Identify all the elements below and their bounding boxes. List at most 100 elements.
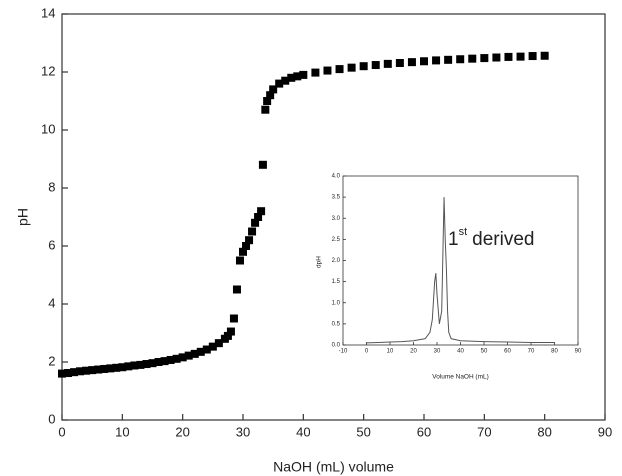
data-point (100, 364, 109, 373)
data-point (208, 342, 217, 351)
data-point (248, 227, 257, 236)
data-point (504, 52, 513, 61)
data-point (76, 367, 85, 376)
y-tick-label: 3.0 (332, 216, 341, 222)
y-tick-label: 4 (48, 295, 55, 310)
data-point (420, 57, 428, 66)
x-tick-label: 40 (457, 349, 464, 355)
y-tick-label: 3.5 (332, 195, 341, 201)
y-tick-label: 10 (41, 121, 55, 136)
data-point (266, 91, 275, 100)
data-point (118, 363, 127, 372)
x-tick-label: 0 (365, 349, 369, 355)
data-point (254, 213, 263, 221)
data-point (190, 349, 199, 358)
data-point (261, 105, 270, 114)
data-point (58, 369, 66, 378)
y-tick-label: 1.0 (332, 300, 341, 306)
x-tick-label: 60 (504, 349, 511, 355)
data-point (214, 339, 223, 348)
y-tick-label: 0.5 (332, 321, 341, 327)
y-tick-label: 6 (48, 237, 55, 252)
x-tick-label: -10 (339, 349, 348, 355)
data-point (456, 55, 465, 64)
data-point (239, 247, 247, 256)
y-tick-label: 14 (41, 5, 55, 20)
x-tick-label: 20 (175, 424, 189, 439)
data-point (229, 314, 238, 323)
data-point (516, 52, 525, 61)
y-tick-label: 2.5 (332, 237, 341, 243)
annotation: 1st derived (448, 226, 534, 250)
data-point (263, 97, 272, 105)
data-point (184, 351, 193, 360)
y-tick-label: 12 (41, 63, 55, 78)
x-tick-label: 30 (236, 424, 250, 439)
x-tick-label: 60 (417, 424, 431, 439)
annotation-text: derived (472, 229, 534, 250)
x-tick-label: 90 (598, 424, 612, 439)
x-tick-label: 80 (537, 424, 551, 439)
y-axis-label: dpH (316, 256, 323, 268)
data-point (444, 55, 453, 64)
data-point (311, 68, 320, 77)
data-point (359, 62, 368, 71)
x-tick-label: 50 (356, 424, 370, 439)
data-point (160, 357, 169, 366)
data-point (480, 54, 489, 63)
data-point (468, 54, 477, 63)
data-point (395, 59, 404, 68)
y-tick-label: 4.0 (332, 174, 341, 180)
y-tick-label: 0 (48, 411, 55, 426)
x-tick-label: 0 (58, 424, 65, 439)
data-point (293, 72, 302, 81)
data-point (124, 362, 133, 371)
data-point (148, 359, 157, 368)
data-point (154, 358, 163, 366)
data-point (223, 331, 232, 340)
x-tick-label: 30 (434, 349, 441, 355)
data-point (136, 360, 145, 369)
data-point (196, 347, 205, 356)
data-point (112, 363, 121, 372)
y-tick-label: 2.0 (332, 258, 341, 264)
x-axis-label: Volume NaOH (mL) (432, 374, 488, 381)
data-point (251, 218, 260, 227)
data-point (407, 58, 416, 67)
data-point (70, 368, 79, 377)
data-point (335, 65, 344, 74)
plot-frame (342, 175, 579, 346)
data-point (232, 285, 241, 294)
data-point (383, 59, 392, 68)
data-line (366, 197, 555, 344)
data-point (540, 51, 549, 60)
data-point (432, 56, 441, 65)
data-point (258, 160, 267, 169)
y-axis-label: pH (15, 208, 31, 226)
x-tick-label: 90 (575, 349, 582, 355)
data-point (299, 70, 308, 79)
x-tick-label: 50 (481, 349, 488, 355)
data-point (64, 369, 73, 378)
data-point (323, 66, 332, 75)
x-tick-label: 70 (477, 424, 491, 439)
data-point (178, 353, 187, 362)
data-point (257, 207, 266, 216)
data-point (235, 256, 244, 265)
data-point (142, 360, 151, 369)
data-point (528, 52, 537, 61)
data-point (166, 355, 175, 364)
annotation-number: 1 (448, 229, 459, 250)
data-point (226, 327, 235, 336)
y-tick-label: 1.5 (332, 279, 341, 285)
data-point (492, 53, 501, 62)
x-tick-label: 20 (410, 349, 417, 355)
data-point (275, 79, 284, 88)
y-tick-label: 8 (48, 179, 55, 194)
data-point (130, 361, 139, 370)
data-point (287, 73, 296, 82)
data-point (172, 354, 181, 363)
data-point (202, 345, 211, 354)
x-tick-label: 70 (528, 349, 535, 355)
